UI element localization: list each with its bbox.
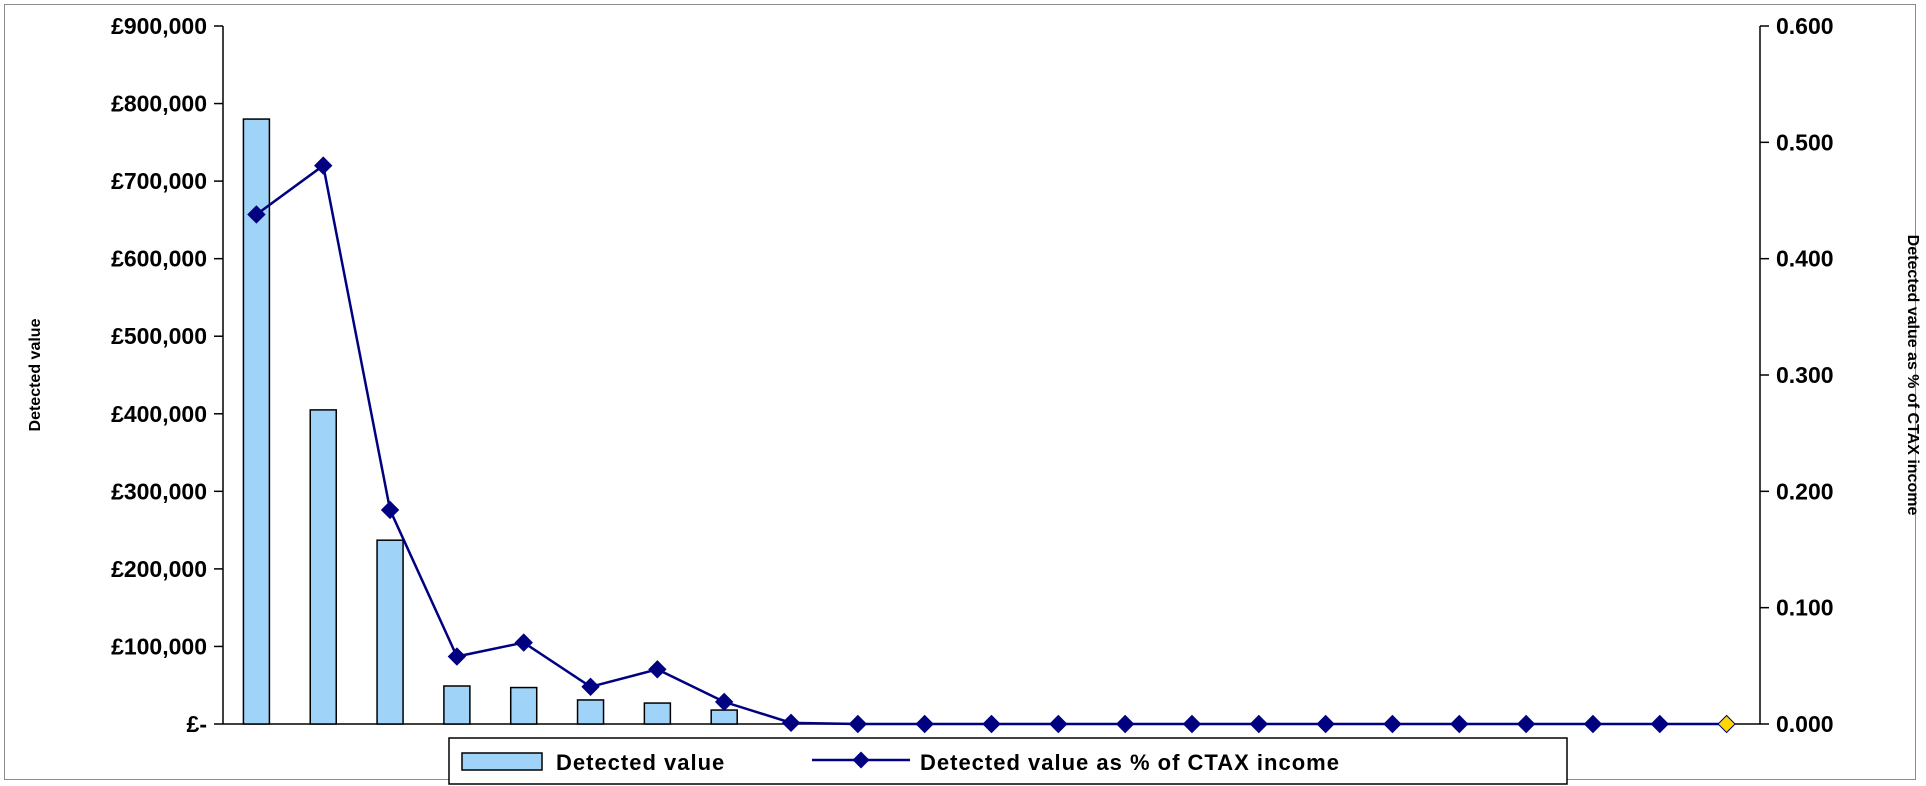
line-point [1450, 714, 1469, 734]
right-tick-label: 0.500 [1776, 129, 1834, 155]
right-y-axis: 0.000 0.100 0.200 0.300 0.400 0.500 0.600 [1759, 13, 1834, 737]
bar [643, 702, 672, 725]
bar [710, 709, 738, 725]
legend-line-marker [852, 751, 870, 769]
right-tick-label: 0.000 [1776, 711, 1834, 737]
legend-box [448, 737, 1568, 785]
bar [509, 686, 538, 725]
line-series [247, 156, 1736, 734]
line-point [581, 677, 600, 696]
line-point [1115, 714, 1135, 734]
bar [443, 685, 471, 725]
bar [309, 409, 337, 725]
left-tick-label: £300,000 [111, 478, 207, 504]
left-tick-label: £200,000 [111, 556, 207, 582]
legend-label-bars: Detected value [556, 750, 725, 775]
line-point [447, 647, 467, 666]
left-tick-label: £600,000 [111, 246, 207, 272]
line-point [781, 713, 801, 733]
bar [376, 539, 404, 725]
right-tick-label: 0.300 [1776, 362, 1834, 388]
legend-bar-swatch [461, 752, 543, 771]
line-point [1049, 714, 1068, 734]
line-point [380, 500, 400, 520]
series-line [255, 163, 1727, 726]
bar [576, 699, 605, 725]
bar-series [242, 118, 738, 725]
right-tick-label: 0.200 [1776, 478, 1834, 504]
line-point [1383, 714, 1402, 734]
left-tick-label: £800,000 [111, 91, 207, 117]
left-tick-label: £700,000 [111, 168, 207, 194]
line-point [1583, 714, 1603, 734]
left-y-axis: £- £100,000 £200,000 £300,000 £400,000 £500,0… [111, 13, 1760, 737]
left-tick-label: £500,000 [111, 323, 207, 349]
line-point [1516, 714, 1536, 734]
left-tick-label: £900,000 [111, 13, 207, 39]
left-axis-title: Detected value [27, 318, 44, 431]
legend: Detected value Detected value as % of CT… [448, 737, 1568, 785]
line-point [1182, 714, 1202, 734]
right-tick-label: 0.600 [1776, 13, 1834, 39]
left-tick-label: £400,000 [111, 401, 207, 427]
line-point [314, 156, 333, 175]
left-tick-label: £100,000 [111, 633, 207, 659]
right-tick-label: 0.100 [1776, 595, 1834, 621]
line-point [1650, 714, 1669, 734]
line-point [514, 633, 533, 652]
line-point [848, 714, 868, 734]
right-tick-label: 0.400 [1776, 246, 1834, 272]
line-point [247, 205, 266, 224]
right-axis-title: Detected value as % of CTAX income [1904, 235, 1921, 516]
legend-label-line: Detected value as % of CTAX income [920, 750, 1340, 775]
line-point [1717, 714, 1736, 734]
line-point [1249, 714, 1268, 734]
line-point [1316, 714, 1335, 734]
left-tick-label: £- [187, 711, 207, 737]
line-point [648, 660, 667, 679]
line-point [915, 714, 934, 734]
line-point [982, 714, 1001, 734]
line-point [715, 692, 734, 712]
